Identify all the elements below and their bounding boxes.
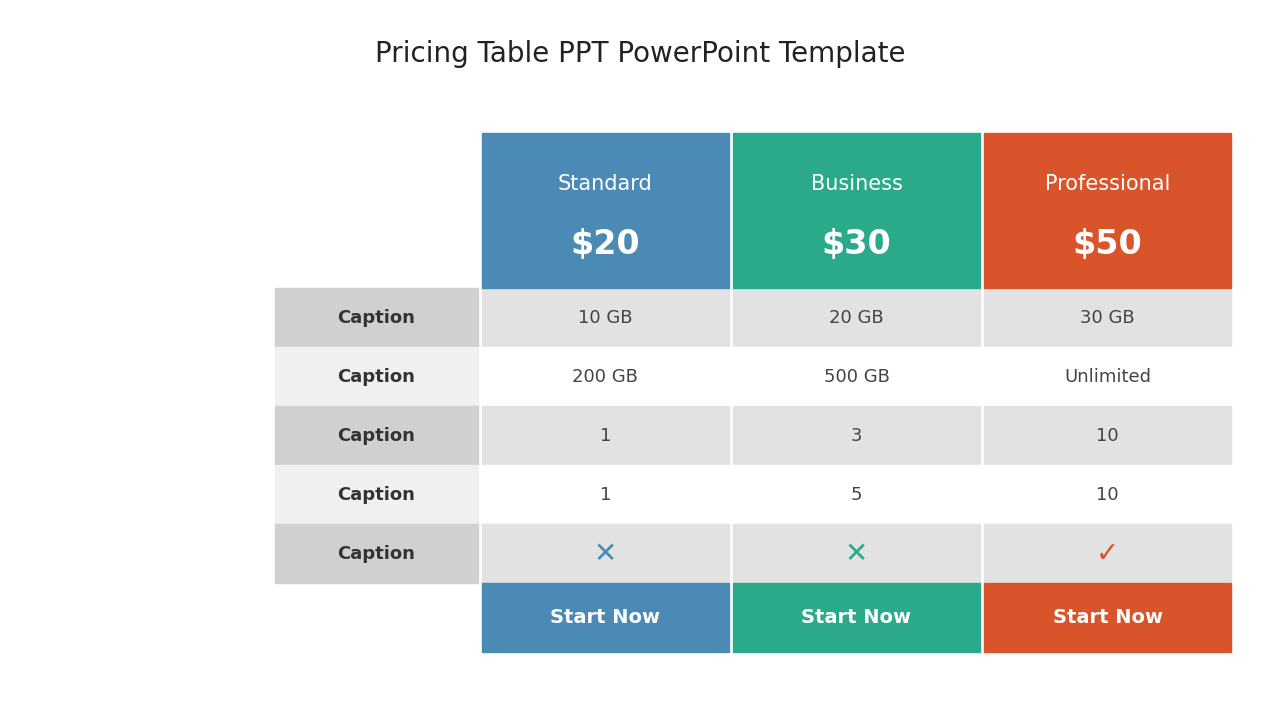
Text: Professional: Professional	[1044, 174, 1170, 194]
Bar	[481, 406, 730, 465]
Text: Start Now: Start Now	[801, 608, 911, 627]
Bar	[984, 583, 1231, 652]
Text: 3: 3	[851, 426, 863, 445]
Bar	[275, 524, 477, 583]
Bar	[481, 583, 730, 652]
Bar	[481, 465, 730, 524]
Bar	[732, 465, 980, 524]
Text: Standard: Standard	[558, 174, 653, 194]
Text: Business: Business	[810, 174, 902, 194]
Text: Caption: Caption	[338, 545, 416, 563]
Bar	[481, 347, 730, 406]
Text: $50: $50	[1073, 228, 1143, 261]
Bar	[481, 133, 730, 288]
Bar	[732, 288, 980, 347]
Text: Caption: Caption	[338, 486, 416, 504]
Bar	[275, 288, 477, 347]
Text: 200 GB: 200 GB	[572, 367, 639, 386]
Text: Pricing Table PPT PowerPoint Template: Pricing Table PPT PowerPoint Template	[375, 40, 905, 68]
Text: Start Now: Start Now	[550, 608, 660, 627]
Text: Unlimited: Unlimited	[1064, 367, 1151, 386]
Text: 30 GB: 30 GB	[1080, 308, 1135, 326]
Text: ✕: ✕	[845, 540, 868, 567]
Bar	[984, 133, 1231, 288]
Text: ✓: ✓	[1096, 540, 1119, 567]
Text: 10: 10	[1097, 426, 1119, 445]
Bar	[732, 524, 980, 583]
Text: 500 GB: 500 GB	[823, 367, 890, 386]
Text: 20 GB: 20 GB	[829, 308, 883, 326]
Bar	[984, 524, 1231, 583]
Text: 10: 10	[1097, 486, 1119, 504]
Text: Start Now: Start Now	[1052, 608, 1162, 627]
Bar	[984, 406, 1231, 465]
Text: $20: $20	[571, 228, 640, 261]
Bar	[732, 406, 980, 465]
Bar	[275, 465, 477, 524]
Text: 1: 1	[599, 486, 611, 504]
Bar	[481, 524, 730, 583]
Bar	[732, 583, 980, 652]
Bar	[275, 406, 477, 465]
Text: Caption: Caption	[338, 308, 416, 326]
Bar	[984, 288, 1231, 347]
Text: ✕: ✕	[594, 540, 617, 567]
Bar	[275, 347, 477, 406]
Text: 1: 1	[599, 426, 611, 445]
Text: Caption: Caption	[338, 426, 416, 445]
Text: $30: $30	[822, 228, 891, 261]
Bar	[732, 347, 980, 406]
Bar	[732, 133, 980, 288]
Text: Caption: Caption	[338, 367, 416, 386]
Bar	[984, 465, 1231, 524]
Bar	[984, 347, 1231, 406]
Text: 10 GB: 10 GB	[579, 308, 632, 326]
Bar	[481, 288, 730, 347]
Text: 5: 5	[851, 486, 863, 504]
